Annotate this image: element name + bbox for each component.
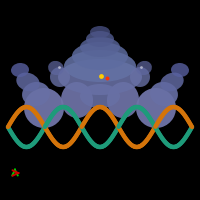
Ellipse shape bbox=[80, 37, 120, 57]
Ellipse shape bbox=[171, 63, 189, 77]
Ellipse shape bbox=[160, 73, 184, 91]
Ellipse shape bbox=[50, 67, 70, 87]
Ellipse shape bbox=[80, 84, 120, 108]
Point bbox=[99, 75, 103, 78]
Ellipse shape bbox=[72, 42, 128, 70]
Point bbox=[139, 65, 143, 69]
Ellipse shape bbox=[11, 63, 29, 77]
Ellipse shape bbox=[61, 82, 93, 118]
Ellipse shape bbox=[24, 88, 64, 128]
Ellipse shape bbox=[130, 67, 150, 87]
Ellipse shape bbox=[90, 26, 110, 38]
Ellipse shape bbox=[136, 88, 176, 128]
Ellipse shape bbox=[86, 31, 114, 47]
Point bbox=[57, 65, 61, 69]
Ellipse shape bbox=[16, 73, 40, 91]
Ellipse shape bbox=[64, 50, 136, 82]
Ellipse shape bbox=[58, 59, 142, 95]
Ellipse shape bbox=[22, 82, 50, 106]
Ellipse shape bbox=[107, 82, 139, 118]
Ellipse shape bbox=[136, 61, 152, 75]
Ellipse shape bbox=[48, 61, 64, 75]
Point bbox=[105, 76, 109, 79]
Ellipse shape bbox=[150, 82, 178, 106]
